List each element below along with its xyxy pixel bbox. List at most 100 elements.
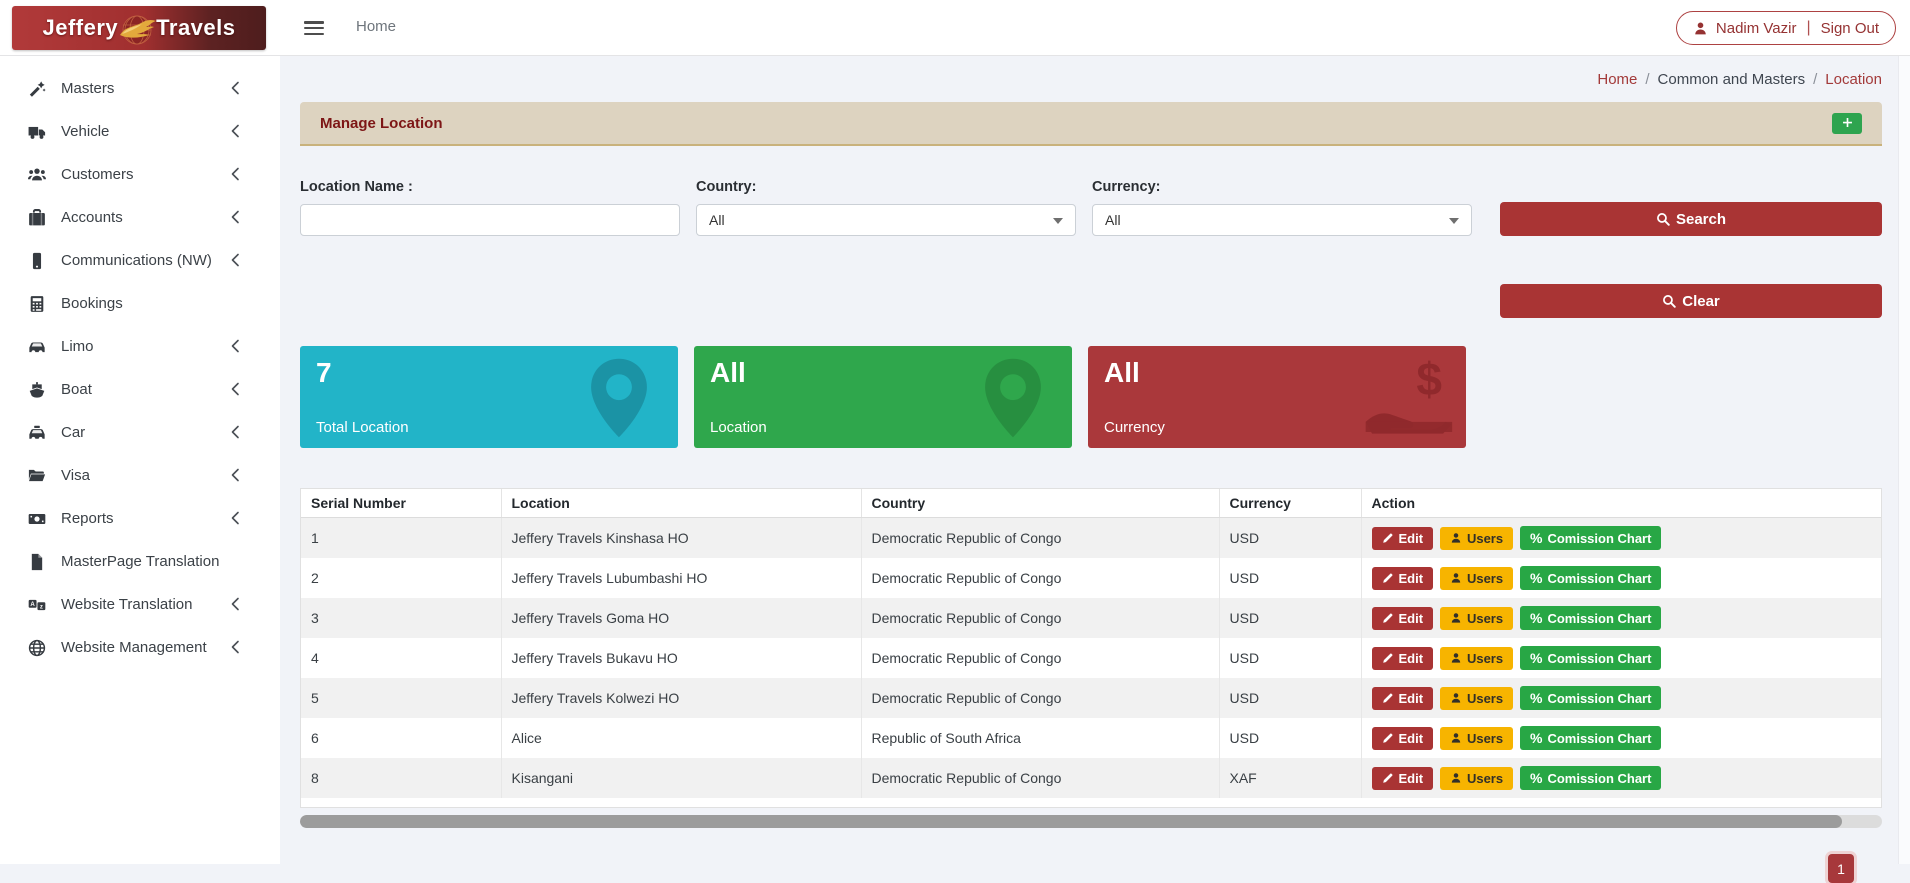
main-content: Home / Common and Masters / Location Manage … <box>280 56 1898 883</box>
cell-country: Democratic Republic of Congo <box>861 558 1220 598</box>
country-label: Country: <box>696 179 757 195</box>
cell-location: Alice <box>501 718 862 758</box>
users-button[interactable]: Users <box>1439 646 1514 670</box>
edit-button[interactable]: Edit <box>1371 686 1434 710</box>
sidebar-item-website-management[interactable]: Website Management <box>0 626 280 669</box>
cell-action: Edit Users % Comission Chart <box>1361 718 1881 758</box>
breadcrumb-separator: / <box>1645 71 1650 88</box>
pencil-icon <box>1382 692 1394 704</box>
brand-logo[interactable]: Jeffery Travels <box>12 6 266 50</box>
edit-button[interactable]: Edit <box>1371 606 1434 630</box>
sidebar-item-icon <box>28 252 46 270</box>
sidebar-item-label: Website Translation <box>61 596 193 613</box>
comission-chart-button[interactable]: % Comission Chart <box>1519 606 1662 630</box>
edit-button[interactable]: Edit <box>1371 726 1434 750</box>
cell-country: Democratic Republic of Congo <box>861 517 1220 558</box>
page-1-button[interactable]: 1 <box>1828 854 1854 883</box>
sidebar-item-icon <box>28 166 46 184</box>
chevron-left-icon <box>230 382 240 396</box>
clear-button[interactable]: Clear <box>1500 284 1882 318</box>
users-button[interactable]: Users <box>1439 686 1514 710</box>
edit-button[interactable]: Edit <box>1371 646 1434 670</box>
users-button[interactable]: Users <box>1439 766 1514 790</box>
sidebar-item-masterpage-translation[interactable]: MasterPage Translation <box>0 540 280 583</box>
cell-country: Democratic Republic of Congo <box>861 758 1220 798</box>
percent-icon: % <box>1529 530 1543 546</box>
cell-serial: 2 <box>301 558 502 598</box>
sidebar-item-vehicle[interactable]: Vehicle <box>0 110 280 153</box>
sidebar-item-label: Reports <box>61 510 114 527</box>
sidebar-item-icon <box>28 80 46 98</box>
comission-chart-button[interactable]: % Comission Chart <box>1519 646 1662 670</box>
users-button[interactable]: Users <box>1439 726 1514 750</box>
table-header-row: Serial Number Location Country Currency … <box>301 489 1881 518</box>
manage-location-panel: Manage Location Location Name : Country:… <box>300 102 1882 883</box>
location-name-input[interactable] <box>300 204 680 236</box>
cell-action: Edit Users % Comission Chart <box>1361 598 1881 638</box>
sign-out-link[interactable]: Sign Out <box>1820 19 1879 37</box>
horizontal-scrollbar[interactable] <box>300 815 1882 828</box>
sidebar-item-visa[interactable]: Visa <box>0 454 280 497</box>
sidebar-item-reports[interactable]: Reports <box>0 497 280 540</box>
vertical-scrollbar-track[interactable] <box>1898 56 1910 864</box>
sidebar-item-accounts[interactable]: Accounts <box>0 196 280 239</box>
search-icon <box>1662 294 1676 308</box>
edit-button[interactable]: Edit <box>1371 526 1434 550</box>
percent-icon: % <box>1529 570 1543 586</box>
sidebar-item-car[interactable]: Car <box>0 411 280 454</box>
country-select[interactable]: All <box>696 204 1076 236</box>
sidebar-item-limo[interactable]: Limo <box>0 325 280 368</box>
search-button[interactable]: Search <box>1500 202 1882 236</box>
pencil-icon <box>1382 572 1394 584</box>
table-row: 1 Jeffery Travels Kinshasa HO Democratic… <box>301 517 1881 558</box>
topbar: Jeffery Travels Home Nadim Vazir | Sign … <box>0 0 1910 56</box>
chevron-left-icon <box>230 210 240 224</box>
breadcrumb-common-and-masters: Common and Masters <box>1657 71 1806 88</box>
edit-button[interactable]: Edit <box>1371 766 1434 790</box>
col-currency: Currency <box>1219 489 1362 518</box>
cell-currency: USD <box>1219 638 1362 678</box>
chevron-left-icon <box>230 167 240 181</box>
sidebar-item-customers[interactable]: Customers <box>0 153 280 196</box>
user-menu[interactable]: Nadim Vazir | Sign Out <box>1675 11 1896 45</box>
cell-location: Kisangani <box>501 758 862 798</box>
currency-select[interactable]: All <box>1092 204 1472 236</box>
stat-value: 7 <box>316 357 332 388</box>
scrollbar-thumb[interactable] <box>300 815 1843 828</box>
sidebar-item-icon <box>28 338 46 356</box>
comission-chart-button[interactable]: % Comission Chart <box>1519 766 1662 790</box>
percent-icon: % <box>1529 770 1543 786</box>
breadcrumb-home-link[interactable]: Home <box>1597 71 1638 88</box>
users-button[interactable]: Users <box>1439 566 1514 590</box>
caret-down-icon <box>1449 218 1459 224</box>
sidebar-item-boat[interactable]: Boat <box>0 368 280 411</box>
users-button[interactable]: Users <box>1439 526 1514 550</box>
user-icon <box>1450 612 1462 624</box>
percent-icon: % <box>1529 650 1543 666</box>
users-button[interactable]: Users <box>1439 606 1514 630</box>
topnav-home-link[interactable]: Home <box>356 18 397 35</box>
add-location-button[interactable] <box>1832 112 1862 134</box>
comission-chart-button[interactable]: % Comission Chart <box>1519 686 1662 710</box>
sidebar-item-icon <box>28 123 46 141</box>
user-icon <box>1450 732 1462 744</box>
comission-chart-button[interactable]: % Comission Chart <box>1519 566 1662 590</box>
comission-chart-button[interactable]: % Comission Chart <box>1519 526 1662 550</box>
locations-table: Serial Number Location Country Currency … <box>300 488 1882 808</box>
edit-button[interactable]: Edit <box>1371 566 1434 590</box>
cell-currency: XAF <box>1219 758 1362 798</box>
chevron-left-icon <box>230 253 240 267</box>
cell-country: Democratic Republic of Congo <box>861 678 1220 718</box>
sidebar-item-label: Car <box>61 424 86 441</box>
sidebar-item-bookings[interactable]: Bookings <box>0 282 280 325</box>
col-country: Country <box>861 489 1220 518</box>
cell-currency: USD <box>1219 718 1362 758</box>
sidebar-item-masters[interactable]: Masters <box>0 67 280 110</box>
sidebar-item-website-translation[interactable]: Website Translation <box>0 583 280 626</box>
caret-down-icon <box>1053 218 1063 224</box>
sidebar-item-label: Boat <box>61 381 92 398</box>
plus-icon <box>1841 116 1854 129</box>
sidebar-item-communications-nw[interactable]: Communications (NW) <box>0 239 280 282</box>
comission-chart-button[interactable]: % Comission Chart <box>1519 726 1662 750</box>
menu-toggle-icon[interactable] <box>304 21 324 35</box>
